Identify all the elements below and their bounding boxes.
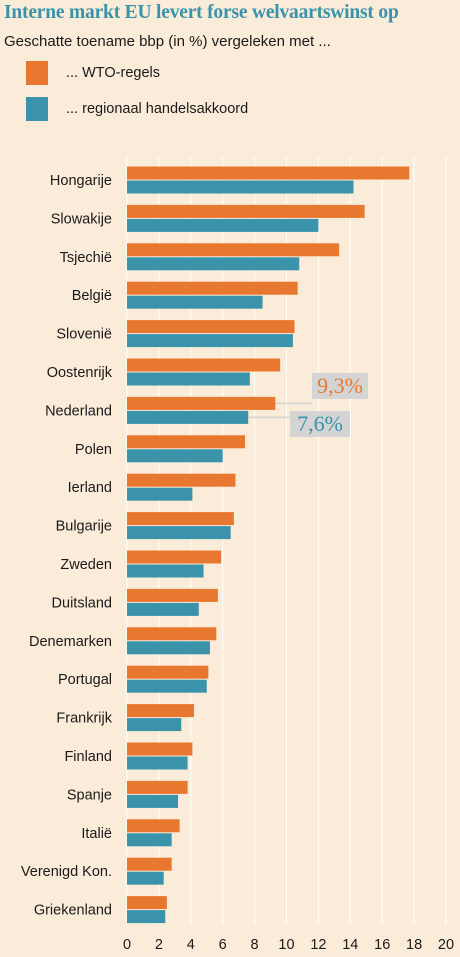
legend-swatch-wto	[26, 61, 48, 85]
bar-regional-nederland	[127, 410, 249, 424]
bar-wto-finland	[127, 742, 193, 756]
bar-regional-portugal	[127, 679, 207, 693]
category-label-italie: Italië	[81, 826, 112, 842]
category-label-frankrijk: Frankrijk	[56, 711, 112, 727]
bar-regional-zweden	[127, 564, 204, 578]
x-tick-label: 20	[438, 937, 454, 953]
bar-wto-belgie	[127, 281, 298, 295]
category-label-portugal: Portugal	[58, 672, 112, 688]
category-label-belgie: België	[72, 288, 112, 304]
bar-wto-griekenland	[127, 896, 167, 910]
bar-regional-polen	[127, 449, 223, 463]
x-tick-label: 8	[251, 937, 259, 953]
bar-regional-oostenrijk	[127, 372, 250, 386]
x-tick-label: 6	[219, 937, 227, 953]
bar-regional-duitsland	[127, 602, 199, 616]
legend-label-regional: ... regionaal handelsakkoord	[66, 101, 249, 117]
chart-title: Interne markt EU levert forse welvaartsw…	[4, 2, 399, 23]
bar-regional-denemarken	[127, 641, 210, 655]
bar-regional-ierland	[127, 487, 193, 501]
category-label-hongarije: Hongarije	[50, 173, 112, 189]
bar-wto-ierland	[127, 473, 236, 487]
bar-regional-bulgarije	[127, 526, 231, 540]
bar-wto-frankrijk	[127, 704, 194, 718]
x-tick-label: 12	[310, 937, 326, 953]
annotation-label: 7,6%	[297, 411, 343, 436]
bar-regional-verenigd-kon	[127, 871, 164, 885]
legend-item-regional: ... regionaal handelsakkoord	[26, 97, 248, 121]
category-label-tsjechie: Tsjechië	[60, 250, 112, 266]
bar-wto-portugal	[127, 665, 209, 679]
x-tick-label: 16	[374, 937, 390, 953]
bar-wto-tsjechie	[127, 243, 340, 257]
bar-regional-finland	[127, 756, 188, 770]
category-label-verenigd-kon: Verenigd Kon.	[21, 864, 112, 880]
annotation-box	[290, 411, 350, 437]
x-tick-label: 0	[123, 937, 131, 953]
bar-wto-polen	[127, 435, 246, 449]
bar-wto-verenigd-kon	[127, 857, 172, 871]
bar-wto-zweden	[127, 550, 222, 564]
category-label-denemarken: Denemarken	[29, 634, 112, 650]
bar-wto-bulgarije	[127, 512, 234, 526]
bar-regional-hongarije	[127, 180, 354, 194]
chart-subtitle: Geschatte toename bbp (in %) vergeleken …	[4, 33, 331, 50]
bar-wto-hongarije	[127, 166, 410, 180]
bar-wto-oostenrijk	[127, 358, 281, 372]
category-label-bulgarije: Bulgarije	[56, 519, 112, 535]
bar-wto-spanje	[127, 780, 188, 794]
bar-regional-frankrijk	[127, 718, 182, 732]
bar-wto-duitsland	[127, 588, 218, 602]
annotation-label: 9,3%	[317, 373, 363, 398]
x-tick-label: 10	[278, 937, 294, 953]
x-tick-label: 14	[342, 937, 358, 953]
x-tick-label: 2	[155, 937, 163, 953]
annotation-box	[312, 373, 368, 399]
category-label-nederland: Nederland	[45, 403, 112, 419]
category-label-griekenland: Griekenland	[34, 903, 112, 919]
category-label-ierland: Ierland	[68, 480, 112, 496]
legend-label-wto: ... WTO-regels	[66, 65, 160, 81]
legend-item-wto: ... WTO-regels	[26, 61, 160, 85]
bar-regional-slovenie	[127, 334, 293, 348]
x-tick-label: 4	[187, 937, 195, 953]
bar-wto-slowakije	[127, 204, 365, 218]
bar-regional-griekenland	[127, 910, 166, 924]
legend-swatch-regional	[26, 97, 48, 121]
category-label-spanje: Spanje	[67, 787, 112, 803]
bar-regional-spanje	[127, 794, 179, 808]
category-label-slovenie: Slovenië	[56, 327, 112, 343]
category-label-slowakije: Slowakije	[51, 211, 112, 227]
category-label-duitsland: Duitsland	[52, 595, 112, 611]
category-label-polen: Polen	[75, 442, 112, 458]
bar-regional-belgie	[127, 295, 263, 309]
bar-wto-nederland	[127, 396, 276, 410]
category-label-finland: Finland	[64, 749, 112, 765]
category-label-zweden: Zweden	[60, 557, 112, 573]
bar-regional-slowakije	[127, 218, 319, 232]
bar-wto-slovenie	[127, 320, 295, 334]
x-tick-label: 18	[406, 937, 422, 953]
category-label-oostenrijk: Oostenrijk	[47, 365, 113, 381]
bar-regional-italie	[127, 833, 172, 847]
bar-wto-denemarken	[127, 627, 217, 641]
bar-regional-tsjechie	[127, 257, 300, 271]
bar-wto-italie	[127, 819, 180, 833]
